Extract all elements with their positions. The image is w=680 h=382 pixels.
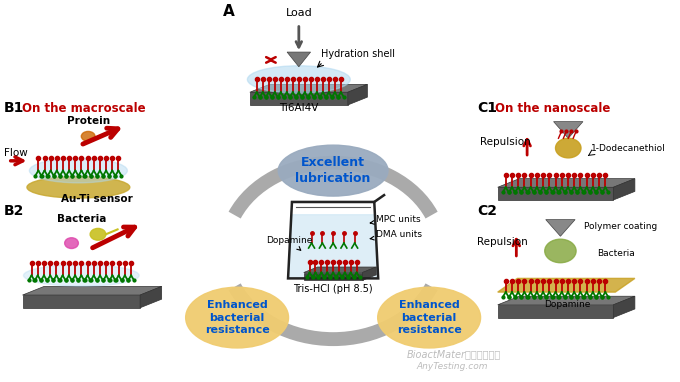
Text: B1: B1	[4, 101, 24, 115]
Ellipse shape	[29, 159, 127, 183]
Text: B2: B2	[4, 204, 24, 218]
Polygon shape	[362, 267, 376, 280]
Text: BioactMater生物活性材料: BioactMater生物活性材料	[407, 349, 501, 359]
Polygon shape	[288, 215, 378, 278]
Text: Dopamine: Dopamine	[544, 300, 590, 309]
Text: MPC units: MPC units	[370, 215, 421, 224]
Polygon shape	[498, 296, 635, 305]
Text: Au-Ti sensor: Au-Ti sensor	[61, 194, 133, 204]
Polygon shape	[546, 220, 575, 236]
Text: C1: C1	[477, 101, 497, 115]
Text: Enhanced
bacterial
resistance: Enhanced bacterial resistance	[396, 300, 462, 335]
Polygon shape	[613, 296, 635, 317]
Ellipse shape	[186, 287, 288, 348]
Polygon shape	[498, 187, 613, 200]
Text: A: A	[224, 4, 235, 19]
Polygon shape	[498, 179, 635, 187]
Text: Hydration shell: Hydration shell	[322, 49, 395, 59]
Text: Protein: Protein	[67, 116, 109, 126]
Text: Dopamine: Dopamine	[267, 236, 313, 250]
Text: Load: Load	[286, 8, 312, 18]
Ellipse shape	[90, 228, 106, 240]
Text: Flow: Flow	[4, 148, 28, 158]
Ellipse shape	[248, 66, 350, 93]
Polygon shape	[347, 84, 367, 105]
Polygon shape	[250, 92, 347, 105]
Text: Tris-HCl (pH 8.5): Tris-HCl (pH 8.5)	[293, 284, 373, 294]
Polygon shape	[22, 286, 162, 295]
Text: Polymer coating: Polymer coating	[584, 222, 657, 231]
Text: On the nanoscale: On the nanoscale	[495, 102, 610, 115]
Text: C2: C2	[477, 204, 497, 218]
Text: Ti6Al4V: Ti6Al4V	[279, 103, 318, 113]
Ellipse shape	[27, 176, 130, 198]
Text: Repulsion: Repulsion	[480, 137, 531, 147]
Text: On the macroscale: On the macroscale	[22, 102, 145, 115]
Text: DMA units: DMA units	[370, 230, 422, 240]
Text: Repulsion: Repulsion	[477, 237, 528, 247]
Text: Excellent
lubrication: Excellent lubrication	[295, 156, 371, 185]
Polygon shape	[287, 52, 311, 67]
Polygon shape	[498, 305, 613, 317]
Polygon shape	[140, 286, 162, 308]
Ellipse shape	[65, 238, 78, 249]
Text: AnyTesting.com: AnyTesting.com	[416, 361, 488, 371]
Polygon shape	[304, 272, 362, 280]
Text: Enhanced
bacterial
resistance: Enhanced bacterial resistance	[205, 300, 269, 335]
Ellipse shape	[278, 145, 388, 196]
Ellipse shape	[82, 131, 95, 141]
Polygon shape	[304, 267, 376, 272]
Ellipse shape	[24, 265, 139, 286]
Ellipse shape	[556, 138, 581, 158]
Polygon shape	[613, 179, 635, 200]
Text: Bacteria: Bacteria	[57, 214, 106, 223]
Polygon shape	[250, 84, 367, 92]
Ellipse shape	[545, 239, 576, 263]
Polygon shape	[288, 202, 378, 278]
Polygon shape	[22, 295, 140, 308]
Ellipse shape	[377, 287, 481, 348]
Polygon shape	[498, 278, 635, 292]
Polygon shape	[554, 121, 583, 138]
Text: 1-Dodecanethiol: 1-Dodecanethiol	[591, 144, 666, 153]
Text: Bacteria: Bacteria	[596, 249, 634, 258]
